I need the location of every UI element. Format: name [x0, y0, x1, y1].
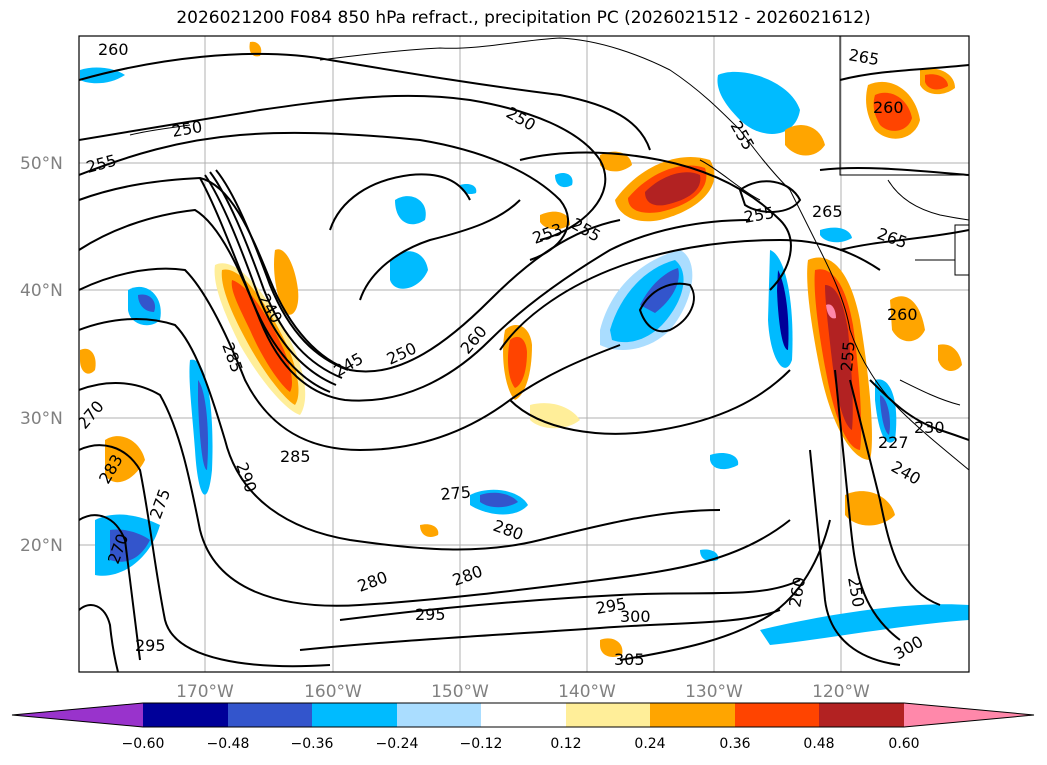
lon-label: 140°W: [558, 682, 616, 702]
lat-label: 50°N: [20, 154, 63, 174]
colorbar-segment: [143, 703, 228, 727]
precip-positive-areas: [80, 41, 962, 657]
longitude-labels: 170°W 160°W 150°W 140°W 130°W 120°W: [176, 682, 870, 702]
plot-frame: [78, 35, 970, 673]
lon-label: 120°W: [812, 682, 870, 702]
colorbar-tick-label: 0.36: [719, 736, 750, 752]
colorbar-segment: [735, 703, 819, 727]
contour-label: 230: [914, 418, 945, 437]
colorbar-tick-label: 0.48: [803, 736, 834, 752]
contour-label: 255: [837, 340, 859, 372]
map-title: 2026021200 F084 850 hPa refract., precip…: [176, 8, 871, 28]
coastlines: [129, 36, 969, 471]
contour-label: 260: [873, 98, 904, 117]
colorbar-segment: [650, 703, 735, 727]
contour-label: 300: [620, 607, 651, 626]
contour-label: 260: [887, 305, 918, 324]
lat-label: 40°N: [20, 281, 63, 301]
colorbar-segment: [312, 703, 397, 727]
contour-label: 227: [878, 433, 909, 452]
lon-label: 130°W: [685, 682, 743, 702]
lon-label: 170°W: [176, 682, 234, 702]
colorbar-segment: [228, 703, 312, 727]
colorbar-tick-label: −0.24: [376, 736, 419, 752]
colorbar-segment: [819, 703, 904, 727]
colorbar-outline: [11, 702, 1035, 728]
colorbar-tick-label: −0.12: [460, 736, 503, 752]
colorbar-segment: [397, 703, 481, 727]
colorbar-tick-label: −0.36: [291, 736, 334, 752]
colorbar: −0.60 −0.48 −0.36 −0.24 −0.12 0.12 0.24 …: [11, 702, 1035, 752]
lat-label: 20°N: [20, 536, 63, 556]
colorbar-extend-low: [12, 703, 143, 727]
latitude-labels: 50°N 40°N 30°N 20°N: [20, 154, 63, 556]
contour-label: 260: [98, 40, 129, 59]
colorbar-tick-label: 0.12: [550, 736, 581, 752]
colorbar-extend-high: [904, 703, 1034, 727]
colorbar-tick-label: 0.60: [888, 736, 919, 752]
gridlines: [79, 36, 969, 672]
contour-label: 295: [135, 636, 166, 655]
colorbar-segment: [566, 703, 650, 727]
contour-label: 265: [812, 202, 843, 221]
lon-label: 150°W: [431, 682, 489, 702]
colorbar-tick-label: −0.60: [122, 736, 165, 752]
refractivity-contours: [79, 52, 969, 672]
lat-label: 30°N: [20, 409, 63, 429]
colorbar-tick-label: 0.24: [634, 736, 665, 752]
colorbar-tick-label: −0.48: [207, 736, 250, 752]
contour-label: 305: [614, 650, 645, 669]
colorbar-ticks: −0.60 −0.48 −0.36 −0.24 −0.12 0.12 0.24 …: [122, 736, 920, 752]
contour-label: 275: [440, 482, 472, 504]
colorbar-segment: [481, 703, 566, 727]
contour-label: 285: [280, 447, 311, 466]
contour-label: 295: [415, 605, 446, 624]
lon-label: 160°W: [304, 682, 362, 702]
